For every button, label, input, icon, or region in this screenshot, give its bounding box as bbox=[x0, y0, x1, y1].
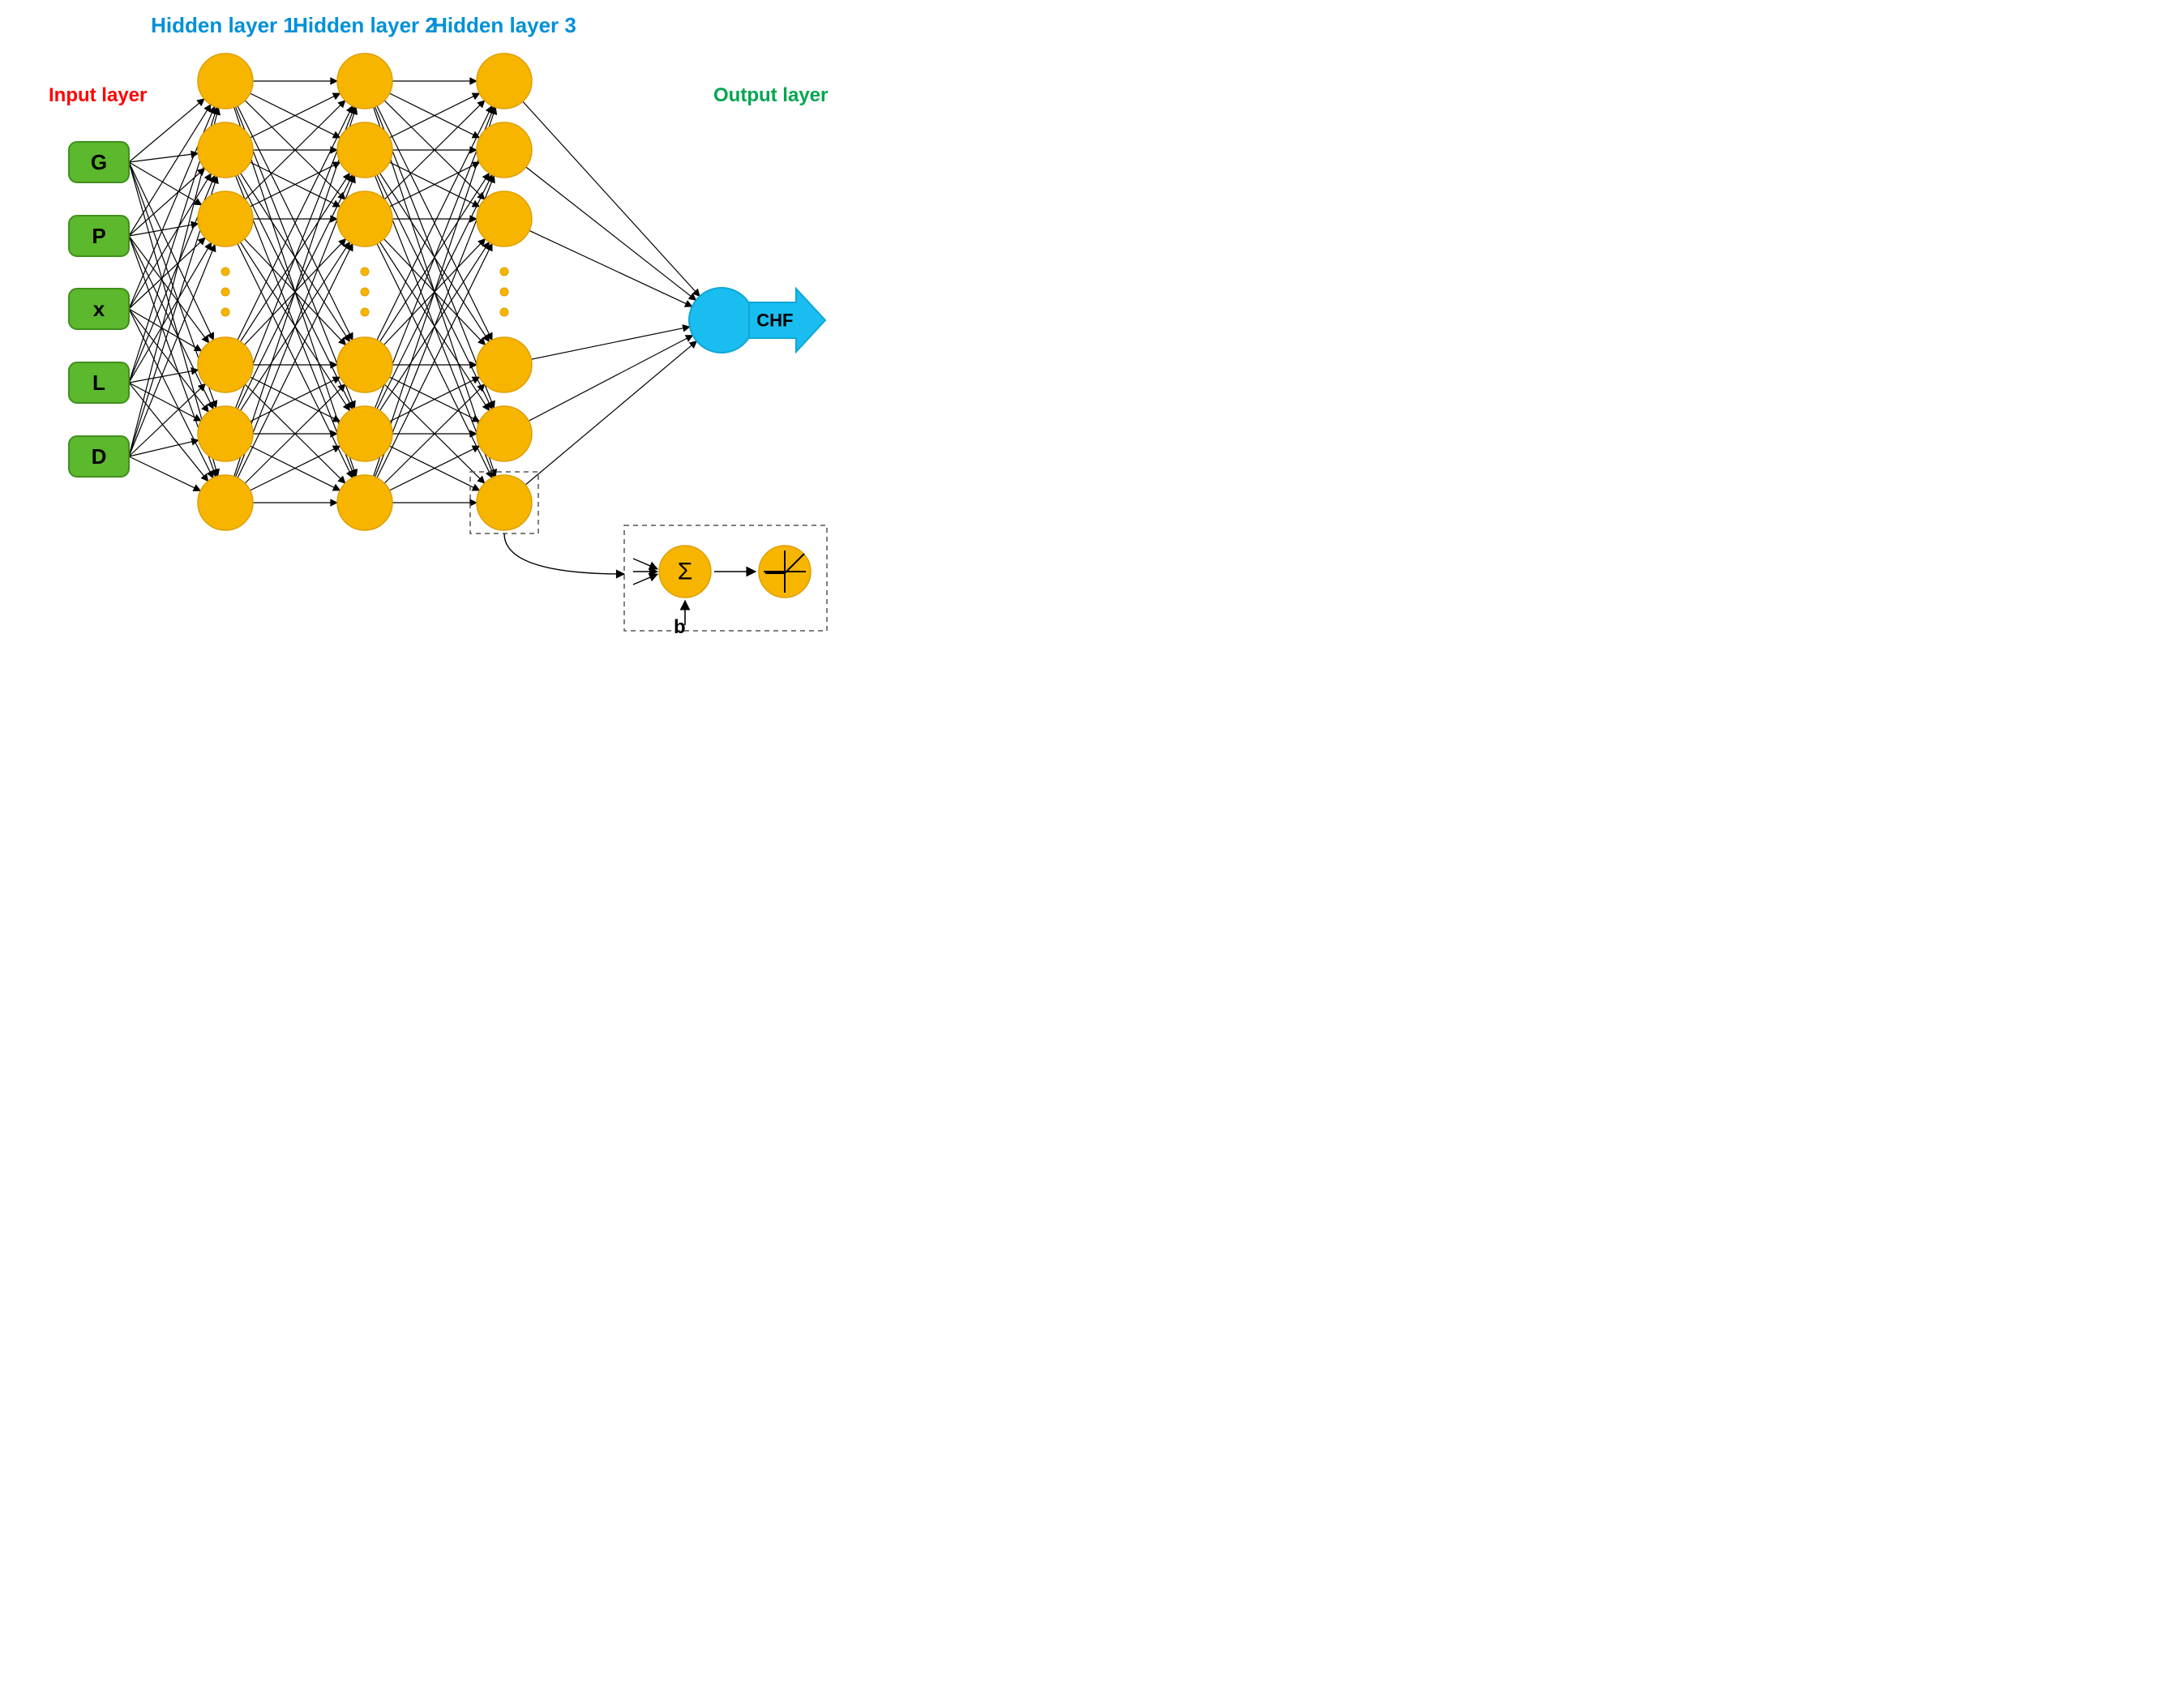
ellipsis-dot bbox=[361, 288, 369, 296]
input-layer: G Px L D bbox=[69, 142, 129, 477]
hidden-neuron bbox=[198, 191, 253, 246]
hidden-layer-3 bbox=[477, 54, 532, 530]
ellipsis-dot bbox=[361, 268, 369, 276]
hidden-neuron bbox=[198, 122, 253, 178]
hidden-neuron bbox=[477, 54, 532, 109]
bias-label: b bbox=[674, 616, 686, 638]
hidden-neuron bbox=[477, 406, 532, 461]
sigma-label: Σ bbox=[678, 559, 693, 585]
ellipsis-dot bbox=[221, 288, 229, 296]
title-input: Input layer bbox=[49, 84, 147, 106]
neural-network-diagram: GPxLDCHFInput layerHidden layer 1Hidden … bbox=[0, 0, 843, 658]
hidden-neuron bbox=[477, 122, 532, 178]
ellipsis-dot bbox=[500, 288, 508, 296]
output-neuron bbox=[689, 288, 754, 353]
hidden-neuron bbox=[477, 191, 532, 246]
hidden-neuron bbox=[198, 475, 253, 530]
input-node-label: x bbox=[93, 297, 105, 321]
hidden-neuron bbox=[337, 337, 392, 392]
input-node-label: D bbox=[92, 444, 107, 469]
title-output: Output layer bbox=[713, 84, 828, 106]
hidden-layer-1 bbox=[198, 54, 253, 530]
input-node-label: G bbox=[91, 150, 107, 174]
hidden-neuron bbox=[337, 122, 392, 178]
ellipsis-dot bbox=[221, 268, 229, 276]
title-hidden1: Hidden layer 1 bbox=[151, 13, 295, 37]
hidden-neuron bbox=[477, 475, 532, 530]
hidden-neuron bbox=[477, 337, 532, 392]
input-node-label: L bbox=[92, 371, 105, 395]
ellipsis-dot bbox=[221, 308, 229, 316]
hidden-layer-2 bbox=[337, 54, 392, 530]
detail-connector bbox=[504, 533, 624, 574]
hidden-neuron bbox=[337, 406, 392, 461]
hidden-neuron bbox=[198, 54, 253, 109]
hidden-neuron bbox=[198, 337, 253, 392]
ellipsis-dot bbox=[500, 268, 508, 276]
hidden-neuron bbox=[198, 406, 253, 461]
output-label: CHF bbox=[756, 311, 793, 331]
title-hidden2: Hidden layer 2 bbox=[293, 13, 437, 37]
input-node-label: P bbox=[92, 224, 105, 248]
ellipsis-dot bbox=[500, 308, 508, 316]
ellipsis-dot bbox=[361, 308, 369, 316]
output-layer: CHF bbox=[689, 288, 825, 353]
hidden-neuron bbox=[337, 54, 392, 109]
hidden-neuron bbox=[337, 475, 392, 530]
hidden-neuron bbox=[337, 191, 392, 246]
title-hidden3: Hidden layer 3 bbox=[432, 13, 576, 37]
